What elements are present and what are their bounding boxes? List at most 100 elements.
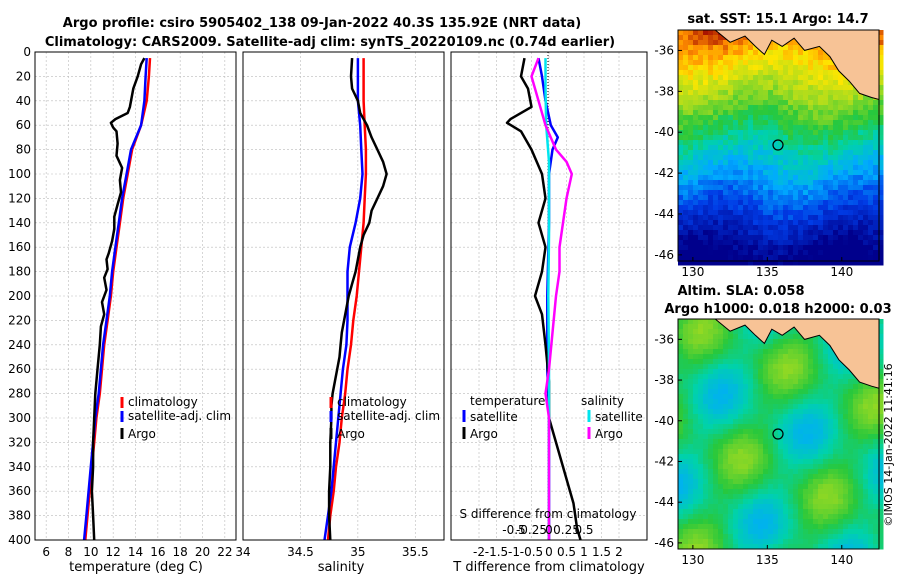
map-cell <box>813 140 819 146</box>
map-cell <box>753 105 759 111</box>
map-cell <box>738 255 744 261</box>
map-cell <box>683 150 689 156</box>
map-cell <box>728 260 734 266</box>
map-cell <box>773 210 779 216</box>
map-cell <box>833 130 839 136</box>
map-cell <box>693 250 699 256</box>
map-cell <box>743 45 749 51</box>
legend-salinity-header: salinity <box>581 394 624 408</box>
map-cell <box>708 170 714 176</box>
map-cell <box>788 110 794 116</box>
map-cell <box>818 115 824 121</box>
map-cell <box>678 215 684 221</box>
map-cell <box>718 80 724 86</box>
salinity-legend: climatology satellite-adj. clim Argo <box>329 395 440 441</box>
map-cell <box>788 90 794 96</box>
map-cell <box>738 379 744 385</box>
map-cell <box>778 185 784 191</box>
map-cell <box>748 419 754 425</box>
map-cell <box>793 434 799 440</box>
map-cell <box>868 464 874 470</box>
map-cell <box>753 399 759 405</box>
map-cell <box>843 80 849 86</box>
map-cell <box>688 160 694 166</box>
map-cell <box>683 484 689 490</box>
map-cell <box>868 384 874 390</box>
map-cell <box>768 190 774 196</box>
map-cell <box>838 245 844 251</box>
map-cell <box>868 140 874 146</box>
map-cell <box>683 444 689 450</box>
title-line-1: Argo profile: csiro 5905402_138 09-Jan-2… <box>63 16 581 31</box>
map-cell <box>733 85 739 91</box>
map-cell <box>703 35 709 41</box>
map-cell <box>868 170 874 176</box>
map-cell <box>703 210 709 216</box>
temperature-axes-box <box>34 51 237 541</box>
map-cell <box>743 65 749 71</box>
map-cell <box>723 369 729 375</box>
map-cell <box>753 409 759 415</box>
map-cell <box>693 260 699 266</box>
map-cell <box>863 170 869 176</box>
map-cell <box>873 414 879 420</box>
map-cell <box>693 175 699 181</box>
map-cell <box>828 220 834 226</box>
map-cell <box>718 50 724 56</box>
map-cell <box>758 519 764 525</box>
map-cell <box>688 150 694 156</box>
map-cell <box>843 464 849 470</box>
map-cell <box>778 75 784 81</box>
map-cell <box>818 544 824 550</box>
map-cell <box>783 429 789 435</box>
map-cell <box>728 464 734 470</box>
map-cell <box>818 509 824 515</box>
map-cell <box>863 399 869 405</box>
map-cell <box>743 454 749 460</box>
map-cell <box>743 484 749 490</box>
map-cell <box>813 160 819 166</box>
map-cell <box>878 140 884 146</box>
map-cell <box>793 130 799 136</box>
map-cell <box>723 504 729 510</box>
map-cell <box>748 170 754 176</box>
map-cell <box>728 344 734 350</box>
map-cell <box>683 210 689 216</box>
map-cell <box>693 514 699 520</box>
map-cell <box>798 205 804 211</box>
map-cell <box>763 115 769 121</box>
salinity-xlabel: salinity <box>318 560 365 575</box>
map-cell <box>758 120 764 126</box>
map-cell <box>828 544 834 550</box>
map-cell <box>738 434 744 440</box>
map-cell <box>678 349 684 355</box>
map-cell <box>778 115 784 121</box>
map-cell <box>818 95 824 101</box>
map-cell <box>808 180 814 186</box>
map-cell <box>868 225 874 231</box>
lat-tick-label: -36 <box>654 332 674 346</box>
map-cell <box>768 449 774 455</box>
map-cell <box>738 175 744 181</box>
map-cell <box>713 95 719 101</box>
map-cell <box>708 504 714 510</box>
map-cell <box>723 509 729 515</box>
map-cell <box>808 534 814 540</box>
map-cell <box>753 414 759 420</box>
map-cell <box>713 384 719 390</box>
map-cell <box>788 170 794 176</box>
map-cell <box>778 50 784 56</box>
map-cell <box>708 544 714 550</box>
map-cell <box>683 384 689 390</box>
map-cell <box>783 344 789 350</box>
map-cell <box>748 215 754 221</box>
map-cell <box>878 195 884 201</box>
map-cell <box>828 374 834 380</box>
map-cell <box>878 519 884 525</box>
map-cell <box>878 235 884 241</box>
map-cell <box>843 424 849 430</box>
map-cell <box>758 449 764 455</box>
map-cell <box>748 70 754 76</box>
map-cell <box>878 454 884 460</box>
map-cell <box>873 394 879 400</box>
